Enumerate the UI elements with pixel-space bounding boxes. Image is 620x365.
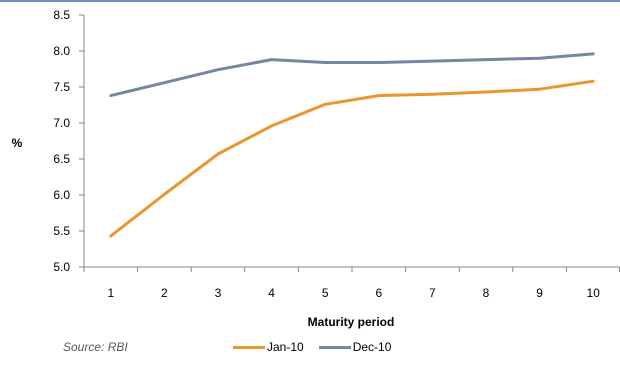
y-tick-label: 6.5 xyxy=(53,152,70,166)
x-tick-label: 3 xyxy=(215,286,222,300)
x-tick-label: 1 xyxy=(107,286,114,300)
x-tick-label: 7 xyxy=(429,286,436,300)
y-tick-label: 8.0 xyxy=(53,44,70,58)
x-tick-label: 5 xyxy=(322,286,329,300)
legend-swatch xyxy=(233,345,265,349)
legend: Jan-10 Dec-10 xyxy=(233,340,406,354)
legend-swatch xyxy=(318,345,351,349)
y-tick-label: 6.0 xyxy=(53,188,70,202)
x-axis-title: Maturity period xyxy=(308,315,395,329)
x-tick-label: 10 xyxy=(587,286,601,300)
x-axis: 1 2 3 4 5 6 7 8 9 10 xyxy=(83,266,620,300)
y-tick-label: 8.5 xyxy=(53,8,70,22)
legend-label: Jan-10 xyxy=(267,340,304,354)
source-note: Source: RBI xyxy=(63,340,128,354)
y-axis-title: % xyxy=(12,136,23,150)
x-tick-label: 8 xyxy=(483,286,490,300)
y-tick-label: 5.5 xyxy=(53,224,70,238)
top-border-rule xyxy=(0,0,620,2)
legend-label: Dec-10 xyxy=(352,340,392,354)
x-tick-label: 4 xyxy=(268,286,275,300)
y-axis: 5.0 5.5 6.0 6.5 7.0 7.5 8.0 8.5 xyxy=(53,8,85,274)
series-line-jan-10 xyxy=(109,79,595,238)
series-line-dec-10 xyxy=(109,52,595,98)
y-tick-label: 7.5 xyxy=(53,80,70,94)
x-tick-label: 9 xyxy=(536,286,543,300)
y-tick-label: 5.0 xyxy=(53,260,70,274)
series-lines xyxy=(109,52,595,238)
legend-item: Dec-10 xyxy=(318,340,392,354)
x-tick-label: 2 xyxy=(161,286,168,300)
y-tick-label: 7.0 xyxy=(53,116,70,130)
x-tick-label: 6 xyxy=(375,286,382,300)
legend-item: Jan-10 xyxy=(233,340,304,354)
